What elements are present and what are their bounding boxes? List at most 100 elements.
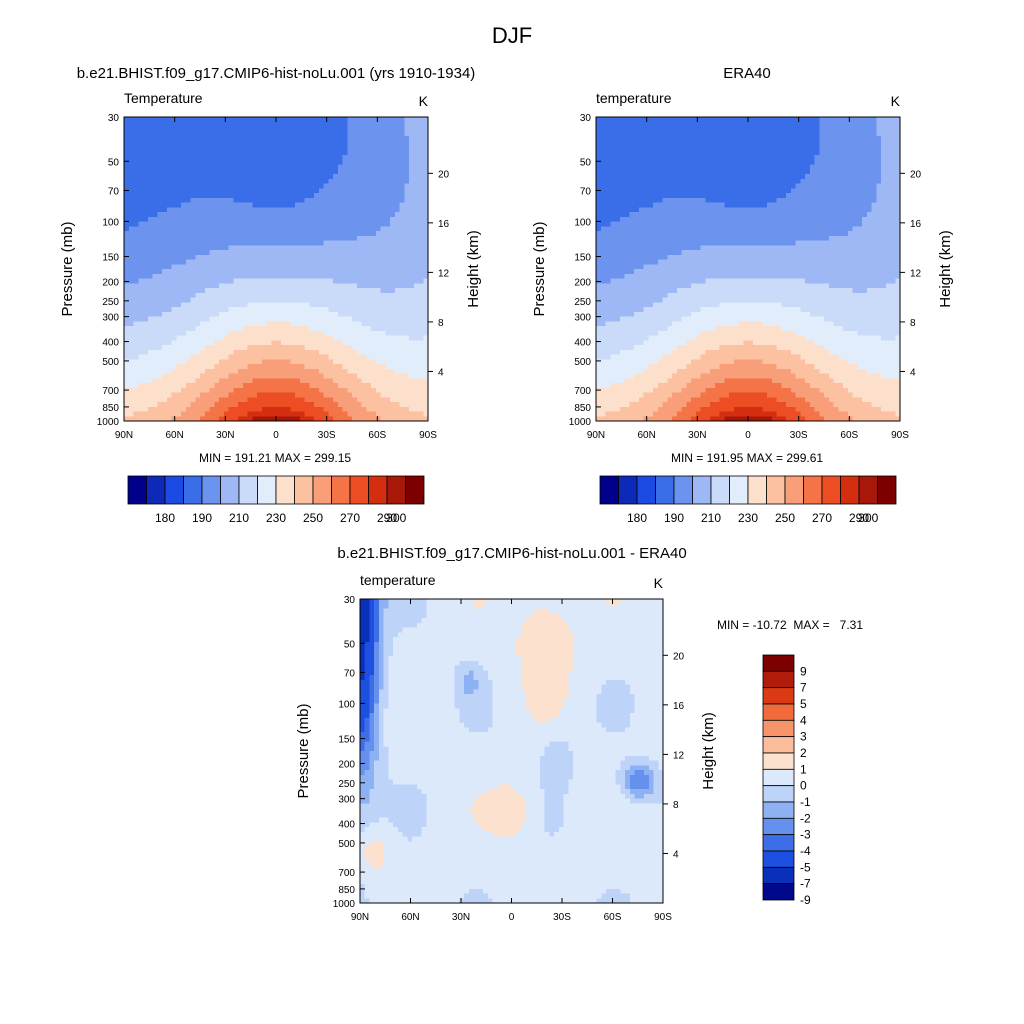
contour-cell [257, 245, 263, 251]
contour-cell [375, 292, 382, 299]
contour-cell [147, 183, 154, 189]
contour-cell [356, 235, 363, 242]
contour-cell [615, 150, 621, 156]
contour-cell [385, 330, 391, 337]
contour-cell [385, 207, 391, 213]
contour-cell [843, 159, 849, 166]
contour-cell [266, 402, 272, 408]
contour-cell [233, 193, 239, 199]
contour-cell [394, 297, 401, 303]
contour-cell [238, 240, 244, 246]
contour-cell [375, 159, 382, 166]
contour-cell [309, 121, 315, 128]
contour-cell [729, 117, 735, 123]
contour-cell [190, 288, 196, 294]
contour-cell [157, 207, 163, 213]
contour-cell [171, 131, 177, 137]
contour-cell [418, 302, 424, 308]
contour-cell [366, 340, 372, 346]
contour-cell [605, 145, 611, 151]
contour-cell [266, 364, 272, 370]
contour-cell [347, 207, 353, 213]
contour-cell [404, 155, 410, 161]
contour-cell [423, 188, 429, 194]
contour-cell [375, 259, 382, 265]
contour-cell [219, 373, 225, 379]
contour-cell [394, 321, 401, 327]
contour-cell [385, 202, 391, 208]
contour-cell [157, 387, 163, 394]
contour-cell [356, 140, 363, 147]
contour-cell [214, 416, 220, 422]
colorbar-swatch [294, 475, 314, 505]
contour-cell [147, 150, 154, 156]
contour-cell [710, 159, 716, 166]
contour-cell [371, 264, 377, 270]
figure-title: DJF [492, 23, 532, 48]
contour-cell [290, 136, 296, 142]
contour-cell [318, 159, 325, 166]
contour-cell [185, 283, 192, 289]
contour-cell [390, 169, 396, 175]
contour-cell [190, 145, 196, 151]
contour-cell [356, 368, 363, 375]
contour-cell [209, 121, 215, 128]
contour-cell [252, 250, 258, 256]
contour-cell [181, 269, 187, 275]
contour-cell [390, 226, 396, 232]
contour-cell [261, 164, 268, 170]
contour-cell [190, 373, 196, 379]
contour-cell [280, 292, 287, 299]
contour-cell [271, 326, 277, 332]
contour-cell [314, 250, 320, 256]
contour-cell [375, 392, 382, 398]
contour-cell [857, 159, 863, 166]
contour-cell [266, 254, 272, 261]
contour-cell [800, 117, 806, 123]
contour-cell [705, 126, 711, 132]
contour-cell [786, 140, 792, 147]
contour-cell [271, 183, 277, 189]
contour-cell [333, 416, 339, 422]
panel2-plot: 305070100150200250300400500700850100090N… [531, 113, 954, 441]
contour-cell [247, 345, 253, 351]
contour-cell [271, 406, 277, 413]
contour-cell [181, 245, 187, 251]
contour-cell [162, 126, 168, 132]
contour-cell [667, 159, 673, 166]
contour-cell [352, 117, 358, 123]
contour-cell [223, 240, 230, 246]
contour-cell [352, 349, 358, 356]
contour-cell [209, 155, 215, 161]
contour-cell [152, 321, 158, 327]
contour-cell [157, 131, 163, 137]
contour-cell [757, 117, 763, 123]
contour-cell [152, 302, 158, 308]
contour-cell [147, 402, 154, 408]
contour-cell [143, 145, 149, 151]
contour-cell [881, 150, 887, 156]
contour-cell [299, 169, 306, 175]
contour-cell [337, 321, 344, 327]
contour-cell [209, 378, 215, 384]
contour-cell [228, 402, 234, 408]
contour-cell [333, 311, 339, 318]
contour-cell [314, 212, 320, 218]
contour-cell [399, 292, 405, 299]
contour-cell [266, 335, 272, 341]
contour-cell [295, 392, 301, 398]
contour-cell [719, 140, 725, 147]
contour-cell [361, 297, 367, 303]
contour-cell [413, 245, 420, 251]
contour-cell [261, 245, 268, 251]
contour-cell [280, 212, 287, 218]
contour-cell [314, 264, 320, 270]
contour-cell [276, 221, 282, 227]
contour-cell [361, 212, 367, 218]
contour-cell [729, 174, 735, 180]
contour-cell [304, 416, 310, 422]
contour-cell [285, 169, 291, 175]
contour-cell [337, 359, 344, 365]
contour-cell [223, 178, 230, 185]
contour-cell [276, 345, 282, 351]
